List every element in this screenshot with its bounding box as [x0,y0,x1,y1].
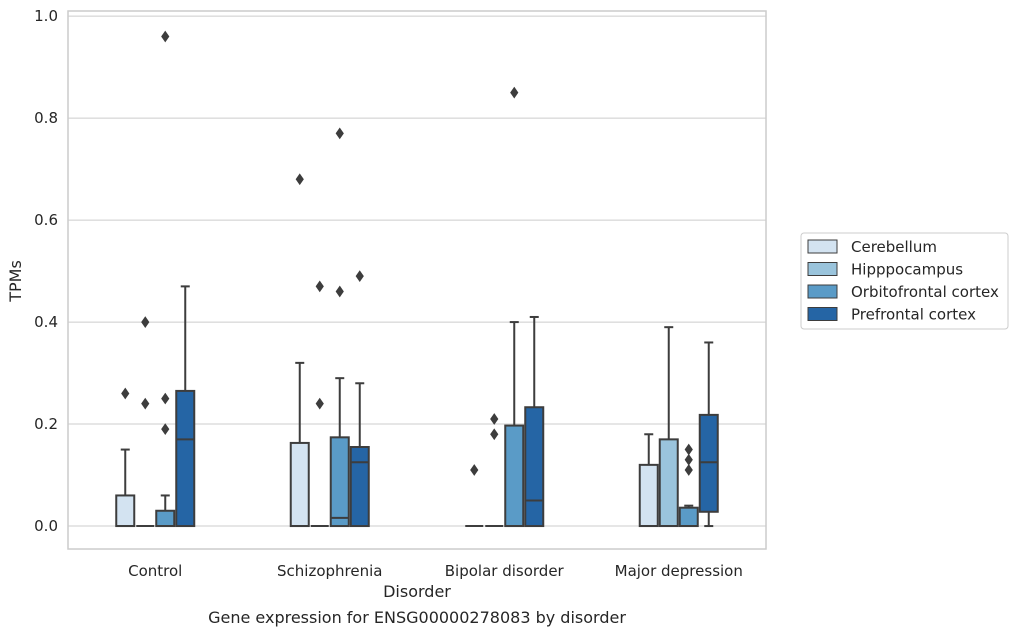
box-body [504,424,525,528]
x-tick-label: Major depression [615,562,743,580]
outlier-point [295,173,304,186]
box-series [115,30,719,528]
outlier-point [161,30,170,43]
outlier-point [161,423,170,436]
box [136,316,155,528]
box [638,433,659,528]
box-body [524,406,545,528]
box [698,341,719,528]
legend-entry-label: Cerebellum [851,238,937,256]
y-tick-label: 0.0 [34,517,58,535]
outlier-point [490,413,499,425]
legend-entry-label: Orbitofrontal cortex [851,283,999,301]
outlier-point [470,464,479,476]
box-body [658,438,679,528]
box [155,30,176,528]
outlier-point [315,280,324,293]
outlier-point [684,464,693,476]
box-body [289,441,310,528]
box-body [329,436,350,528]
legend-swatch [807,262,838,276]
outlier-point [141,316,150,328]
outlier-point [510,86,519,99]
box-body [698,413,719,513]
box [485,413,504,528]
outlier-point [141,397,150,410]
outlier-point [684,443,693,456]
box [310,280,329,528]
box [504,86,525,528]
outlier-point [684,453,693,466]
legend-frame [800,232,1009,330]
plot-frame [67,10,767,550]
legend-swatch [807,307,838,321]
outlier-point [121,387,130,400]
box-body [349,446,370,528]
chart-caption: Gene expression for ENSG00000278083 by d… [208,608,626,627]
outlier-point [161,392,170,405]
legend: Cerebellum Hipppocampus Orbitofrontal cort… [800,232,1009,330]
box [658,326,679,528]
box [465,464,484,528]
legend-swatch [807,284,838,299]
outlier-point [355,270,364,283]
x-axis-label: Disorder [383,582,451,601]
x-tick-label: Control [128,562,182,580]
x-tick-label: Schizophrenia [277,562,382,580]
x-tick-label: Bipolar disorder [445,562,565,580]
outlier-point [490,428,499,441]
outlier-point [335,127,344,140]
box [349,270,370,528]
box [678,443,699,528]
box-body [115,494,136,528]
box-body [638,463,659,528]
box [175,285,196,528]
outlier-point [315,397,324,410]
box [289,173,310,528]
y-tick-label: 0.8 [34,109,58,127]
box-body [678,506,699,528]
box-body [155,509,176,528]
y-tick-label: 0.4 [34,313,58,331]
x-axis-ticks: Control Schizophrenia Bipolar disorder Majo… [128,562,743,580]
legend-entry-label: Hipppocampus [851,261,963,279]
box-body [175,389,196,528]
y-tick-label: 1.0 [34,7,58,25]
outlier-point [335,285,344,298]
y-tick-label: 0.6 [34,211,58,229]
legend-entry-label: Prefrontal cortex [851,306,976,324]
legend-swatch [807,239,838,254]
box [524,315,545,528]
box [115,387,136,528]
y-tick-label: 0.2 [34,415,58,433]
y-axis-ticks: 0.0 0.2 0.4 0.6 0.8 1.0 [34,7,58,535]
box [329,127,350,528]
y-axis-label: TPMs [6,260,25,303]
plot-border [67,10,767,550]
